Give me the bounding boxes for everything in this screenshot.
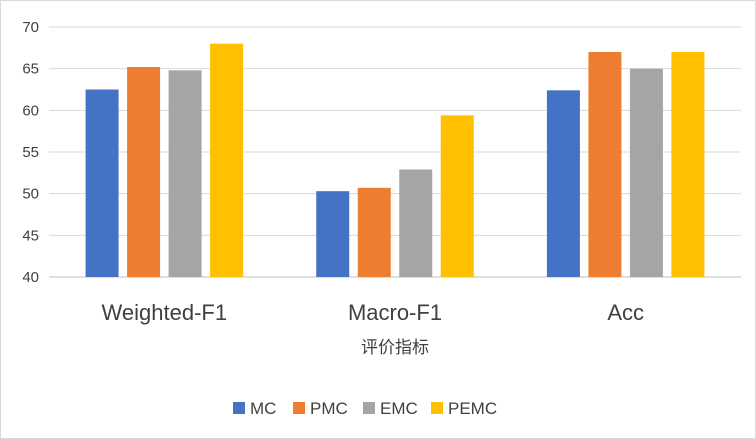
- x-category-label: Weighted-F1: [102, 300, 228, 325]
- y-tick-label: 70: [22, 19, 39, 36]
- bar-pmc-acc: [588, 52, 622, 277]
- x-category-label: Acc: [607, 300, 644, 325]
- bar-mc-macro-f1: [316, 191, 350, 277]
- x-category-label: Macro-F1: [348, 300, 442, 325]
- bar-pemc-acc: [671, 52, 705, 277]
- bar-emc-weighted-f1: [168, 70, 202, 277]
- y-tick-label: 55: [22, 144, 39, 161]
- y-tick-label: 65: [22, 61, 39, 78]
- legend-swatch-emc: [363, 402, 375, 414]
- bar-mc-weighted-f1: [85, 89, 119, 277]
- bar-pemc-macro-f1: [440, 115, 474, 277]
- bar-mc-acc: [546, 90, 580, 277]
- bar-emc-macro-f1: [399, 169, 433, 277]
- y-tick-label: 40: [22, 269, 39, 286]
- legend-swatch-pmc: [293, 402, 305, 414]
- y-tick-label: 60: [22, 102, 39, 119]
- legend-label-pemc: PEMC: [448, 399, 497, 418]
- legend-swatch-pemc: [431, 402, 443, 414]
- y-tick-label: 45: [22, 227, 39, 244]
- x-axis-title: 评价指标: [361, 338, 429, 358]
- legend-label-pmc: PMC: [310, 399, 348, 418]
- bar-pmc-macro-f1: [357, 187, 391, 277]
- bar-emc-acc: [629, 68, 663, 278]
- legend-label-mc: MC: [250, 399, 276, 418]
- bar-pemc-weighted-f1: [210, 43, 244, 277]
- bar-pmc-weighted-f1: [127, 67, 161, 277]
- legend-swatch-mc: [233, 402, 245, 414]
- y-tick-label: 50: [22, 186, 39, 203]
- legend-label-emc: EMC: [380, 399, 418, 418]
